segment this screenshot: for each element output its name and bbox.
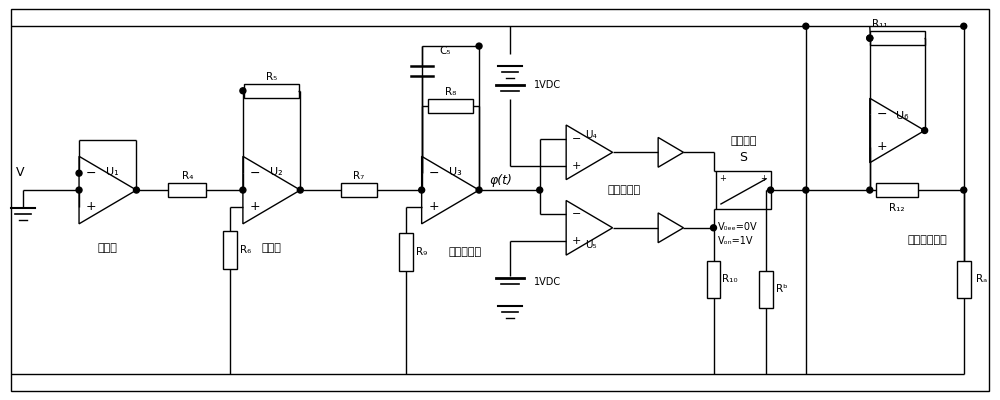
- Text: R₈: R₈: [445, 87, 456, 97]
- Text: Rᵇ: Rᵇ: [776, 284, 788, 294]
- Text: R₇: R₇: [353, 171, 365, 181]
- Text: +: +: [760, 174, 767, 183]
- Bar: [759, 270, 773, 308]
- Text: +: +: [571, 161, 581, 171]
- Circle shape: [537, 187, 543, 193]
- Text: C₅: C₅: [440, 46, 451, 56]
- Circle shape: [961, 23, 967, 29]
- Bar: [244, 84, 299, 98]
- Bar: [707, 260, 720, 298]
- Text: R₁₀: R₁₀: [722, 274, 737, 284]
- Text: Vₒₙ=1V: Vₒₙ=1V: [718, 236, 753, 246]
- Circle shape: [803, 23, 809, 29]
- Text: V: V: [16, 166, 25, 179]
- Text: −: −: [571, 209, 581, 219]
- Circle shape: [133, 187, 139, 193]
- Text: R₁₂: R₁₂: [889, 203, 905, 213]
- Circle shape: [76, 187, 82, 193]
- Text: −: −: [876, 108, 887, 121]
- Bar: [168, 183, 206, 197]
- Circle shape: [476, 187, 482, 193]
- Text: +: +: [428, 200, 439, 214]
- Bar: [428, 99, 473, 113]
- Text: S: S: [739, 151, 747, 164]
- Circle shape: [476, 43, 482, 49]
- Circle shape: [867, 187, 873, 193]
- Text: R₉: R₉: [416, 247, 427, 257]
- Circle shape: [961, 187, 967, 193]
- Text: U₃: U₃: [449, 167, 462, 177]
- Circle shape: [768, 187, 774, 193]
- Text: U₂: U₂: [270, 167, 283, 177]
- Text: R₄: R₄: [182, 171, 193, 181]
- Bar: [716, 171, 771, 209]
- Circle shape: [711, 225, 716, 231]
- Text: R₁₁: R₁₁: [872, 19, 888, 29]
- Bar: [876, 183, 918, 197]
- Text: −: −: [250, 167, 260, 180]
- Text: 窗口比较器: 窗口比较器: [608, 185, 641, 195]
- Circle shape: [867, 35, 873, 41]
- Text: +: +: [876, 140, 887, 153]
- Circle shape: [419, 187, 425, 193]
- Bar: [223, 231, 237, 268]
- Text: 反相器: 反相器: [262, 243, 282, 253]
- Text: U₆: U₆: [896, 110, 908, 120]
- Text: −: −: [428, 167, 439, 180]
- Bar: [341, 183, 377, 197]
- Text: Rₐ: Rₐ: [976, 274, 987, 284]
- Circle shape: [803, 187, 809, 193]
- Text: 1VDC: 1VDC: [534, 80, 561, 90]
- Text: 负阳抗转换器: 负阳抗转换器: [907, 235, 947, 245]
- Circle shape: [240, 88, 246, 94]
- Circle shape: [867, 35, 873, 41]
- Text: −: −: [571, 134, 581, 144]
- Circle shape: [76, 170, 82, 176]
- Text: −: −: [86, 167, 96, 180]
- Text: U₄: U₄: [585, 130, 597, 140]
- Text: 压控开关: 压控开关: [730, 136, 757, 146]
- Text: +: +: [86, 200, 96, 214]
- Text: R₆: R₆: [240, 245, 251, 255]
- Text: φ(t): φ(t): [489, 174, 512, 187]
- Text: R₅: R₅: [266, 72, 277, 82]
- Text: 跟随器: 跟随器: [98, 243, 118, 253]
- Text: +: +: [571, 236, 581, 246]
- Bar: [399, 233, 413, 270]
- Text: 1VDC: 1VDC: [534, 278, 561, 288]
- Text: V₀ₑₑ=0V: V₀ₑₑ=0V: [718, 222, 758, 232]
- Bar: [957, 260, 971, 298]
- Text: U₁: U₁: [106, 167, 119, 177]
- Text: +: +: [250, 200, 260, 214]
- Bar: [870, 31, 925, 45]
- Circle shape: [240, 187, 246, 193]
- Text: 反相积分器: 反相积分器: [449, 247, 482, 257]
- Circle shape: [922, 128, 928, 134]
- Circle shape: [297, 187, 303, 193]
- Text: U₅: U₅: [586, 240, 597, 250]
- Text: +: +: [720, 174, 726, 183]
